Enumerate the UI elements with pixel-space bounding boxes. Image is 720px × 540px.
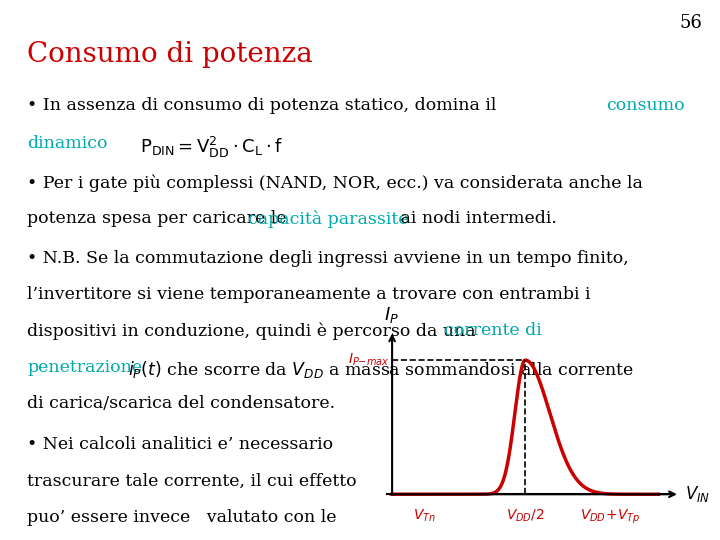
Text: consumo: consumo (606, 97, 685, 114)
Text: • In assenza di consumo di potenza statico, domina il: • In assenza di consumo di potenza stati… (27, 97, 503, 114)
Text: • Per i gate più complessi (NAND, NOR, ecc.) va considerata anche la: • Per i gate più complessi (NAND, NOR, e… (27, 174, 643, 192)
Text: corrente di: corrente di (444, 322, 541, 339)
Text: $i_P(t)$ che scorre da $V_{DD}$ a massa sommandosi alla corrente: $i_P(t)$ che scorre da $V_{DD}$ a massa … (128, 359, 634, 380)
Text: penetrazione: penetrazione (27, 359, 143, 375)
Text: di carica/scarica del condensatore.: di carica/scarica del condensatore. (27, 395, 336, 412)
Text: $V_{DD}\!+\!V_{Tp}$: $V_{DD}\!+\!V_{Tp}$ (580, 508, 641, 526)
Text: $I_{P\mathsf{-}max}$: $I_{P\mathsf{-}max}$ (348, 352, 390, 368)
Text: Consumo di potenza: Consumo di potenza (27, 40, 313, 68)
Text: $\mathrm{P_{DIN} = V_{DD}^{2} \cdot C_L \cdot f}$: $\mathrm{P_{DIN} = V_{DD}^{2} \cdot C_L … (140, 134, 284, 160)
Text: dinamico: dinamico (27, 134, 108, 152)
Text: $V_{Tn}$: $V_{Tn}$ (413, 508, 436, 524)
Text: l’invertitore si viene temporaneamente a trovare con entrambi i: l’invertitore si viene temporaneamente a… (27, 286, 591, 303)
Text: 56: 56 (679, 14, 702, 31)
Text: puo’ essere invece   valutato con le: puo’ essere invece valutato con le (27, 509, 337, 526)
Text: potenza spesa per caricare le: potenza spesa per caricare le (27, 211, 292, 227)
Text: trascurare tale corrente, il cui effetto: trascurare tale corrente, il cui effetto (27, 472, 357, 489)
Text: • Nei calcoli analitici e’ necessario: • Nei calcoli analitici e’ necessario (27, 436, 333, 453)
Text: $I_P$: $I_P$ (384, 305, 399, 325)
Text: capacità parassite: capacità parassite (248, 211, 409, 228)
Text: ai nodi intermedi.: ai nodi intermedi. (395, 211, 557, 227)
Text: $V_{DD}/2$: $V_{DD}/2$ (506, 508, 544, 524)
Text: • N.B. Se la commutazione degli ingressi avviene in un tempo finito,: • N.B. Se la commutazione degli ingressi… (27, 250, 629, 267)
Text: $V_{IN}$: $V_{IN}$ (685, 484, 710, 504)
Text: dispositivi in conduzione, quindi è percorso da una: dispositivi in conduzione, quindi è perc… (27, 322, 482, 340)
